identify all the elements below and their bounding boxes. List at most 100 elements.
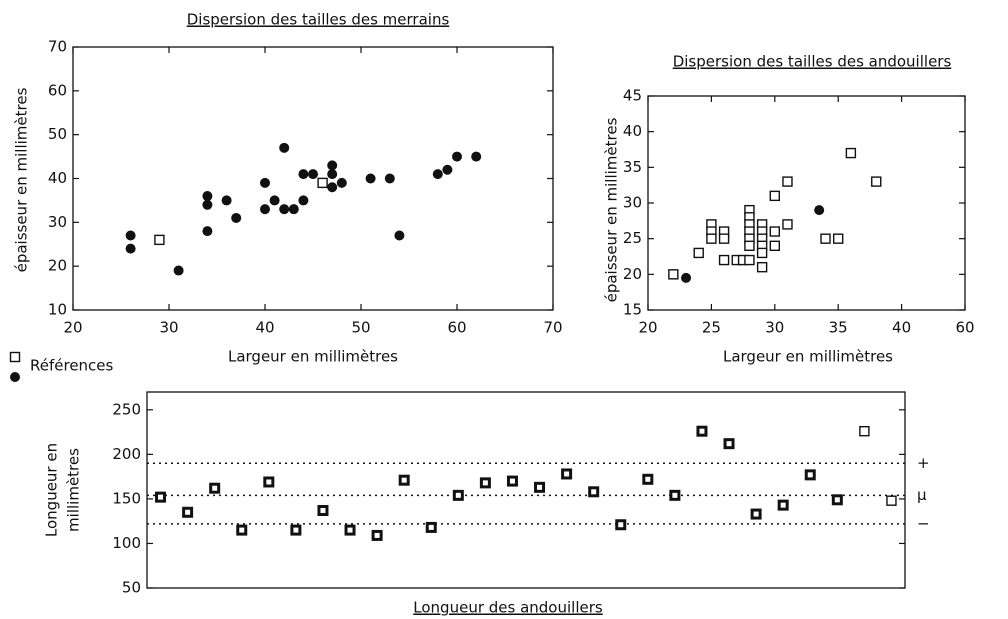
point (561, 468, 573, 480)
plot-frame (146, 391, 906, 589)
point (588, 486, 600, 498)
point (298, 195, 309, 206)
point (814, 205, 825, 216)
y-axis-label: millimètres (65, 448, 83, 532)
point (365, 173, 376, 184)
point (452, 489, 464, 501)
x-tick-label: 20 (63, 319, 82, 337)
y-axis-label: épaisseur en millimètres (603, 117, 621, 302)
point (371, 529, 383, 541)
point (782, 219, 793, 230)
reference-label: μ (917, 486, 927, 504)
y-tick-label: 60 (48, 81, 67, 99)
y-axis-label: Longueur en (43, 443, 61, 537)
point (769, 226, 780, 237)
point (336, 177, 347, 188)
x-tick-label: 20 (638, 319, 657, 337)
point (833, 233, 844, 244)
point (209, 482, 221, 494)
point (327, 169, 338, 180)
y-tick-label: 100 (112, 534, 141, 552)
point (668, 269, 679, 280)
y-tick-label: 30 (48, 213, 67, 231)
y-tick-label: 35 (623, 158, 642, 176)
point (425, 521, 437, 533)
x-tick-label: 60 (955, 319, 974, 337)
y-tick-label: 40 (48, 169, 67, 187)
point (317, 504, 329, 516)
x-tick-label: 70 (543, 319, 562, 337)
point (394, 230, 405, 241)
point (681, 272, 692, 283)
legend-marker (10, 372, 20, 382)
point (263, 476, 275, 488)
point (182, 506, 194, 518)
point (279, 142, 290, 153)
point (290, 524, 302, 536)
point (202, 226, 213, 237)
y-tick-label: 20 (623, 265, 642, 283)
chart-title: Dispersion des tailles des andouillers (673, 53, 952, 71)
point (696, 425, 708, 437)
point (669, 489, 681, 501)
point (344, 524, 356, 536)
point (125, 230, 136, 241)
point (432, 169, 443, 180)
y-tick-label: 15 (623, 301, 642, 319)
legend-marker (9, 351, 21, 363)
legend-label: Références (30, 357, 114, 375)
point (534, 481, 546, 493)
y-tick-label: 50 (122, 579, 141, 597)
point (744, 240, 755, 252)
y-tick-label: 70 (48, 38, 67, 56)
point (871, 176, 882, 187)
x-axis-label: Largeur en millimètres (228, 348, 398, 366)
point (804, 469, 816, 481)
point (398, 474, 410, 486)
point (471, 151, 482, 162)
y-tick-label: 30 (623, 194, 642, 212)
point (718, 254, 730, 266)
point (750, 508, 762, 520)
x-axis-label: Largeur en millimètres (723, 348, 893, 366)
x-tick-label: 50 (351, 319, 370, 337)
point (317, 177, 328, 189)
point (769, 190, 780, 202)
y-tick-label: 40 (623, 122, 642, 140)
point (718, 233, 730, 244)
point (506, 475, 518, 487)
chart-title: Longueur des andouillers (413, 599, 603, 617)
point (642, 473, 654, 485)
point (442, 164, 453, 175)
plot-frame (647, 95, 966, 311)
point (260, 204, 270, 215)
point (308, 169, 318, 180)
point (327, 160, 338, 171)
point (202, 199, 213, 210)
point (173, 265, 184, 276)
point (452, 151, 462, 162)
point (756, 262, 768, 273)
point (384, 173, 395, 184)
y-tick-label: 20 (48, 257, 67, 275)
point (260, 177, 270, 188)
x-tick-label: 40 (255, 319, 274, 337)
x-tick-label: 35 (829, 319, 848, 337)
x-tick-label: 40 (892, 319, 911, 337)
y-tick-label: 45 (623, 87, 642, 105)
y-axis-label: épaisseur en millimètres (13, 87, 31, 272)
x-tick-label: 30 (765, 319, 784, 337)
y-tick-label: 25 (623, 229, 642, 247)
point (231, 212, 242, 223)
x-tick-label: 60 (447, 319, 466, 337)
point (202, 191, 213, 202)
point (288, 204, 299, 215)
point (236, 524, 248, 536)
point (769, 240, 780, 252)
y-tick-label: 10 (48, 301, 67, 319)
point (845, 147, 857, 159)
point (155, 491, 167, 503)
reference-label: − (917, 514, 930, 532)
reference-label: + (917, 454, 930, 472)
